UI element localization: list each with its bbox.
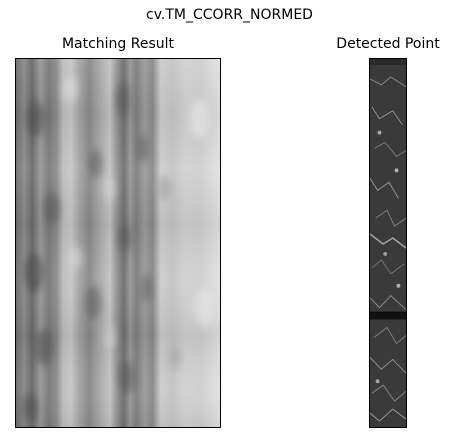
detected-point-image: [369, 58, 407, 428]
matching-result-image: [15, 58, 221, 428]
detected-point-title: Detected Point: [336, 36, 440, 52]
matching-result-heatmap: [16, 59, 220, 427]
detected-point-strip: [370, 59, 406, 427]
figure-suptitle: cv.TM_CCORR_NORMED: [146, 7, 313, 23]
matching-result-title: Matching Result: [61, 36, 175, 52]
